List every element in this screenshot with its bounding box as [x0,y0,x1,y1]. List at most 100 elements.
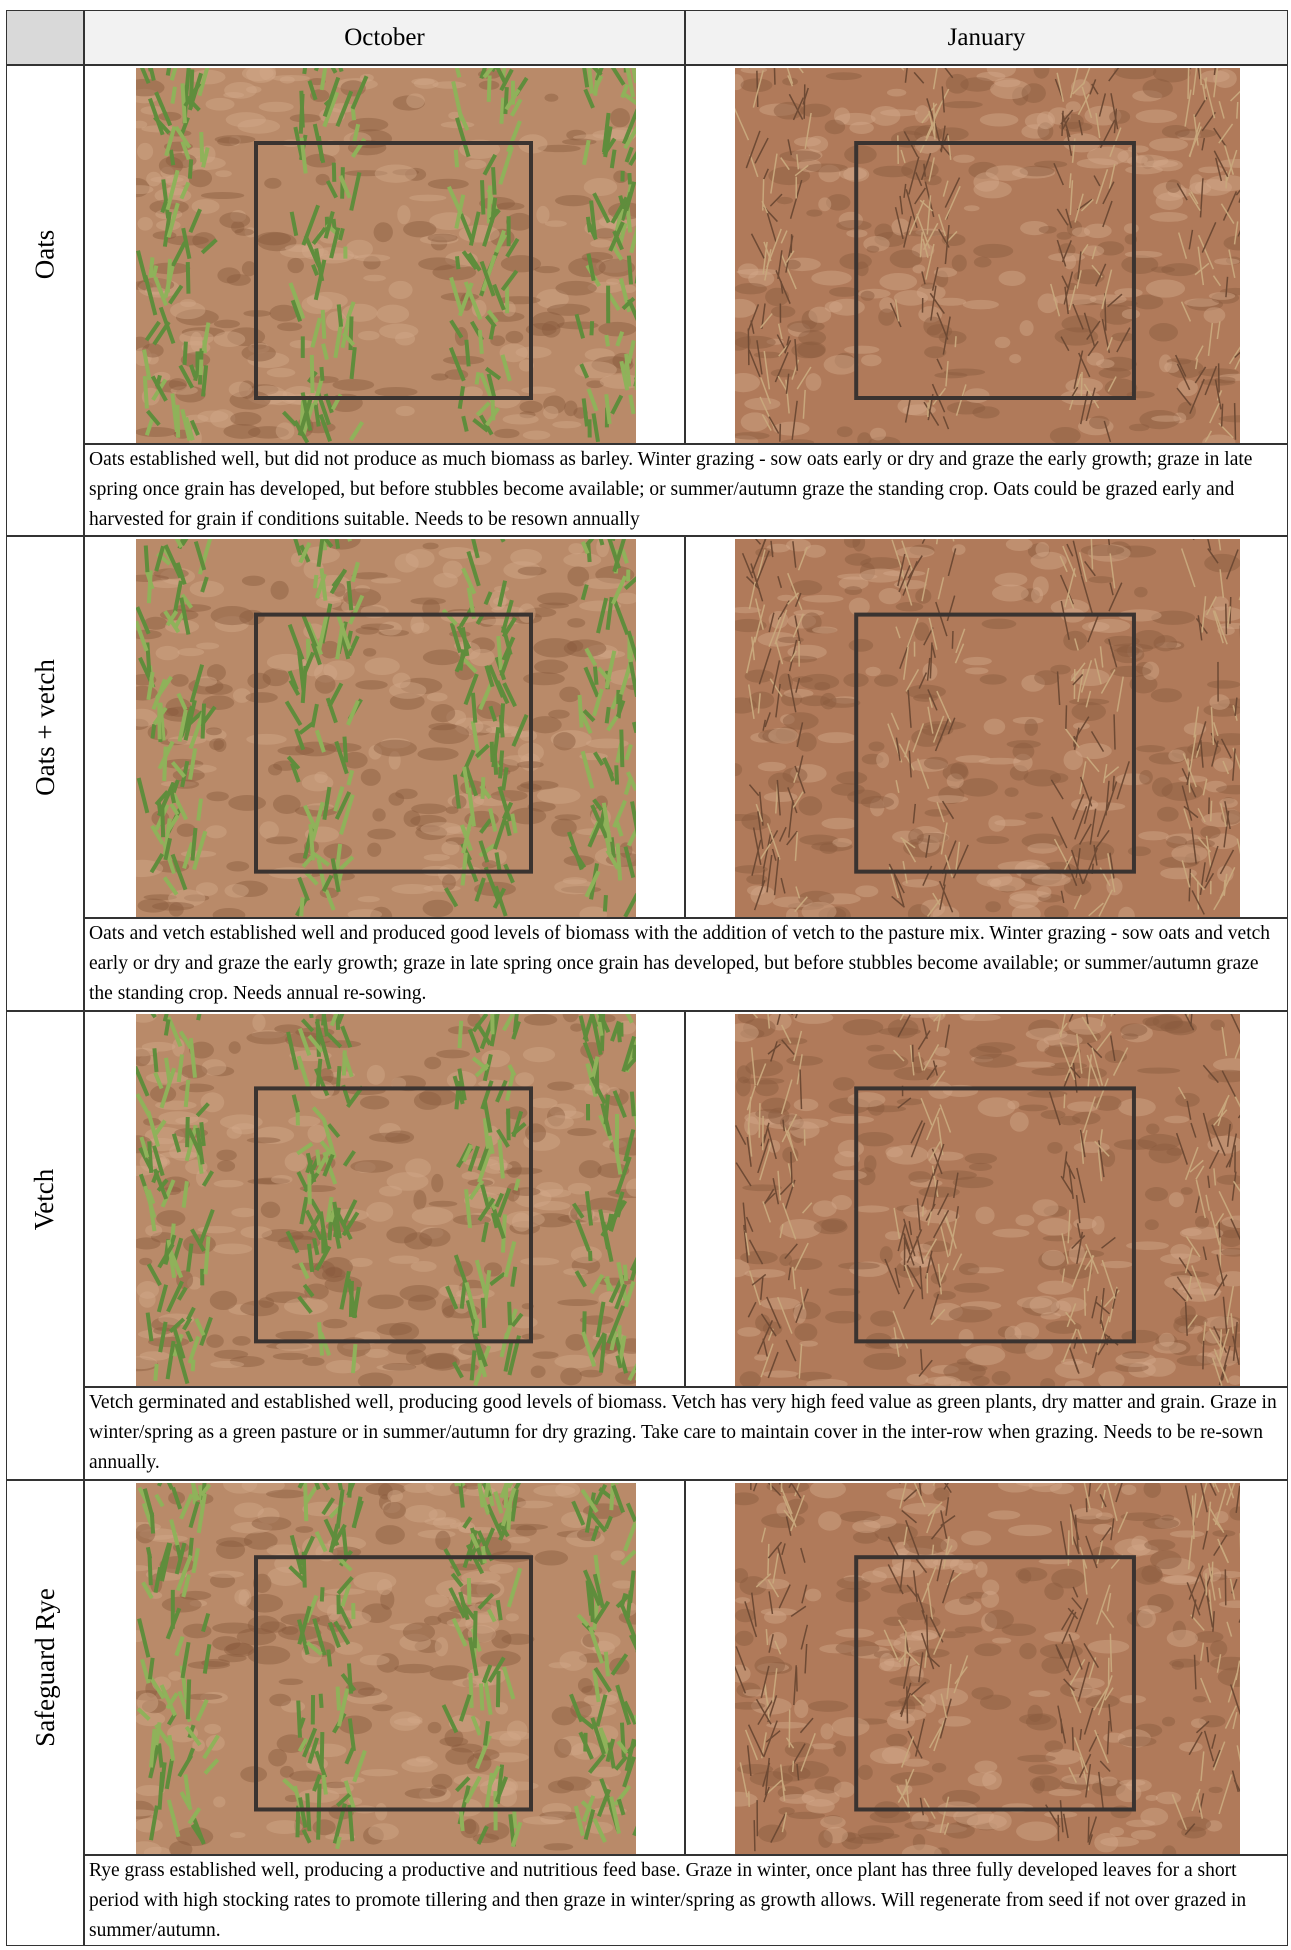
soil-texture [552,421,581,428]
soil-texture [1030,1776,1061,1792]
soil-texture [922,724,954,736]
soil-texture [146,172,161,187]
soil-texture [735,1597,750,1603]
soil-texture [844,145,877,164]
soil-texture [935,127,969,140]
soil-texture [197,410,228,422]
soil-texture [995,573,1028,587]
plant [505,1483,506,1508]
soil-texture [802,595,844,603]
soil-texture [849,639,874,652]
soil-texture [847,1837,883,1844]
plant [201,1122,204,1146]
soil-texture [925,1377,956,1385]
soil-texture [170,302,205,319]
plant [952,631,953,649]
soil-texture [247,1616,279,1635]
soil-texture [838,1262,880,1269]
field-photo [735,1014,1240,1386]
plant [1088,1817,1089,1841]
soil-texture [360,769,380,786]
soil-texture [837,426,853,437]
plant [475,1318,477,1333]
soil-texture [808,307,831,323]
soil-texture [821,818,857,830]
soil-texture [820,843,838,854]
soil-texture [1145,1219,1159,1230]
soil-texture [933,1488,949,1501]
plant [488,75,489,101]
soil-texture [266,1490,306,1499]
soil-texture [388,792,404,805]
soil-texture [483,1262,501,1276]
soil-texture [386,1226,417,1243]
soil-texture [226,1126,241,1138]
soil-texture [598,322,636,336]
soil-texture [980,113,1019,126]
column-header: October [84,10,685,65]
soil-texture [234,228,253,235]
soil-texture [210,606,253,625]
soil-texture [1071,669,1110,686]
soil-texture [1151,415,1181,422]
plant [352,1344,354,1373]
soil-texture [302,1357,324,1366]
soil-texture [251,1517,291,1531]
header-corner [6,10,84,65]
soil-texture [241,344,275,361]
plant [149,1658,152,1679]
soil-texture [306,292,347,310]
soil-texture [964,205,980,211]
soil-texture [1145,1187,1168,1201]
soil-texture [1209,1787,1223,1793]
soil-texture [992,1229,1029,1238]
soil-texture [806,209,822,216]
soil-texture [372,808,385,821]
soil-texture [366,1202,393,1222]
soil-texture [1134,587,1148,597]
soil-texture [264,178,281,189]
soil-texture [1037,886,1052,898]
soil-texture [170,674,188,687]
soil-texture [1177,1355,1215,1366]
soil-texture [884,1658,917,1668]
soil-texture [959,1329,974,1346]
soil-texture [534,1550,567,1565]
soil-texture [376,1323,411,1335]
soil-texture [1053,294,1096,305]
plant [298,1701,300,1738]
soil-texture [505,1613,518,1621]
soil-texture [1156,1792,1181,1805]
plant [187,262,188,294]
soil-texture [332,379,374,391]
soil-texture [397,205,410,224]
soil-texture [322,1319,347,1329]
row-description: Oats established well, but did not produ… [84,444,1288,536]
soil-texture [904,1821,935,1829]
soil-texture [1152,777,1173,797]
soil-texture [246,1137,280,1143]
soil-texture [388,682,425,699]
soil-texture [1117,645,1140,657]
soil-texture [217,137,239,146]
soil-texture [754,1355,768,1361]
soil-texture [1032,1068,1072,1076]
soil-texture [547,1082,574,1091]
soil-texture [794,1323,817,1341]
soil-texture [852,1520,880,1533]
soil-texture [370,578,400,584]
plant [491,742,492,762]
soil-texture [498,296,540,304]
soil-texture [246,1594,283,1613]
soil-texture [913,265,926,274]
soil-texture [1145,1795,1158,1801]
soil-texture [553,732,575,750]
soil-texture [522,431,550,440]
soil-texture [777,1037,807,1044]
soil-texture [798,796,822,815]
soil-texture [245,692,277,703]
plant [314,575,316,588]
soil-texture [836,771,867,784]
soil-texture [557,1777,591,1791]
plant [1211,801,1212,822]
